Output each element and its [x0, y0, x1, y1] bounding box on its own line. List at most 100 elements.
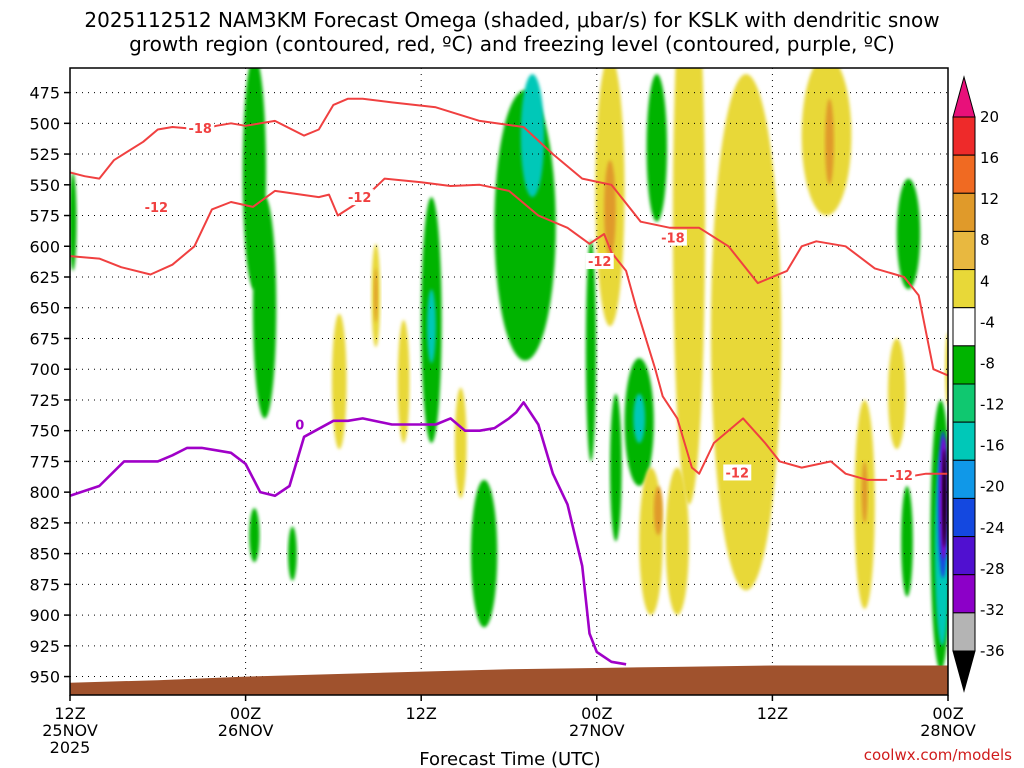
contour-label-2: -12	[348, 191, 372, 206]
omega-region-10	[609, 393, 622, 542]
x-tick-label-2-line1: 12Z	[406, 704, 437, 723]
y-tick-label-825: 825	[29, 514, 60, 533]
x-tick-label-5-line2: 28NOV	[920, 721, 976, 740]
colorbar-bottom-triangle	[952, 650, 976, 693]
contour-label-6: -12	[889, 469, 913, 484]
colorbar-box-7	[952, 383, 976, 423]
colorbar-tick-8: -16	[980, 437, 1005, 455]
colorbar-tick-0: 20	[980, 108, 999, 126]
omega-region-31	[665, 467, 689, 616]
y-tick-label-925: 925	[29, 637, 60, 656]
colorbar-box-11	[952, 536, 976, 576]
x-tick-label-3-line2: 27NOV	[569, 721, 625, 740]
y-tick-label-625: 625	[29, 268, 60, 287]
y-tick-label-750: 750	[29, 422, 60, 441]
y-tick-label-550: 550	[29, 176, 60, 195]
freezing-contour-2	[70, 401, 627, 666]
colorbar-tick-7: -12	[980, 396, 1005, 414]
y-tick-label-850: 850	[29, 545, 60, 564]
y-axis: 475 500 525 550 575 600 625 650 675 700 725 750 775 8…	[29, 84, 70, 687]
colorbar-box-8	[952, 421, 976, 461]
omega-region-35	[825, 98, 834, 185]
credit-text: coolwx.com/models	[864, 746, 1012, 764]
omega-region-26	[454, 387, 467, 499]
colorbar-box-0	[952, 116, 976, 156]
contour-labels: -18 -12 -12 -12 -18 -12 -12 0	[142, 120, 916, 484]
contour-label-3: -12	[588, 255, 612, 270]
omega-region-11	[585, 240, 597, 462]
colorbar-tick-10: -24	[980, 519, 1005, 537]
x-tick-label-1-line1: 00Z	[230, 704, 261, 723]
colorbar-box-12	[952, 574, 976, 614]
x-tick-label-3-line1: 00Z	[581, 704, 612, 723]
y-tick-label-900: 900	[29, 606, 60, 625]
x-tick-label-1-line2: 26NOV	[218, 721, 274, 740]
x-tick-label-0-line2: 25NOV	[42, 721, 98, 740]
y-tick-label-500: 500	[29, 114, 60, 133]
omega-shading	[70, 68, 948, 671]
omega-region-21	[942, 449, 947, 548]
x-tick-label-0-line1: 12Z	[54, 704, 85, 723]
omega-region-15	[896, 178, 921, 290]
colorbar-tick-2: 12	[980, 190, 999, 208]
omega-region-37	[861, 461, 868, 523]
colorbar-tick-6: -8	[980, 354, 995, 372]
chart-subtitle: growth region (contoured, red, ºC) and f…	[129, 32, 895, 56]
colorbar-box-1	[952, 154, 976, 194]
omega-region-23	[374, 268, 378, 323]
colorbar-tick-9: -20	[980, 478, 1005, 496]
y-tick-label-800: 800	[29, 483, 60, 502]
y-tick-label-650: 650	[29, 299, 60, 318]
plot-frame	[69, 67, 949, 696]
colorbar-tick-13: -36	[980, 642, 1005, 660]
colorbar-tick-4: 4	[980, 272, 990, 290]
colorbar-box-9	[952, 459, 976, 499]
omega-region-28	[604, 160, 616, 259]
omega-region-4	[70, 172, 77, 271]
colorbar-box-13	[952, 612, 976, 652]
contour-label-7: 0	[295, 419, 304, 434]
dgz-contour-0	[70, 177, 948, 481]
terrain-fill	[70, 665, 948, 695]
colorbar-tick-1: 16	[980, 149, 999, 167]
contour-label-bg-3	[585, 253, 614, 270]
omega-region-32	[653, 486, 663, 536]
contours	[70, 97, 948, 666]
y-tick-label-525: 525	[29, 145, 60, 164]
contour-label-1: -12	[145, 201, 169, 216]
y-tick-label-725: 725	[29, 391, 60, 410]
omega-region-2	[249, 508, 260, 563]
omega-region-14	[633, 393, 646, 443]
colorbar-box-2	[952, 192, 976, 232]
contour-label-bg-0	[186, 120, 215, 137]
omega-region-25	[397, 320, 410, 443]
colorbar-box-4	[952, 269, 976, 309]
dgz-contour-1	[70, 97, 948, 377]
gridlines	[70, 68, 948, 695]
omega-region-12	[646, 74, 668, 222]
omega-region-1	[252, 197, 277, 419]
plot-area: -18 -12 -12 -12 -18 -12 -12 0	[70, 68, 948, 695]
colorbar-tick-12: -32	[980, 601, 1005, 619]
contour-label-bg-5	[723, 464, 752, 481]
omega-region-33	[710, 74, 782, 591]
contour-label-4: -18	[661, 232, 685, 247]
y-tick-label-775: 775	[29, 452, 60, 471]
y-tick-label-675: 675	[29, 329, 60, 348]
omega-region-29	[672, 68, 706, 505]
y-tick-label-875: 875	[29, 575, 60, 594]
omega-region-16	[901, 486, 913, 597]
contour-label-bg-4	[658, 229, 687, 246]
x-tick-label-0-line3: 2025	[50, 738, 91, 757]
y-tick-label-700: 700	[29, 360, 60, 379]
colorbar-tick-11: -28	[980, 560, 1005, 578]
contour-label-5: -12	[726, 466, 750, 481]
contour-label-bg-1	[142, 198, 171, 215]
terrain	[70, 665, 948, 695]
colorbar-box-5	[952, 307, 976, 347]
contour-label-0: -18	[188, 122, 212, 137]
colorbar-tick-3: 8	[980, 231, 990, 249]
omega-region-38	[888, 338, 906, 450]
